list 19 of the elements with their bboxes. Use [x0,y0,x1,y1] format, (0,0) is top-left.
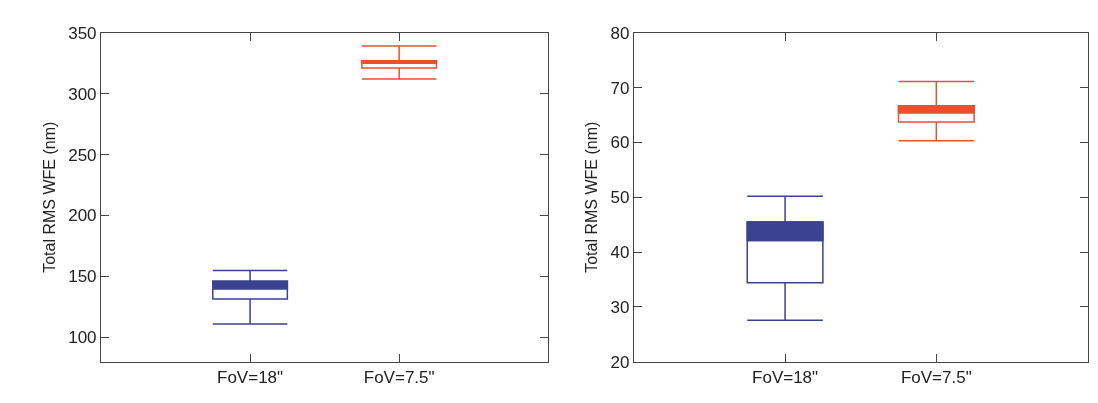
y-tick-label: 20 [610,352,630,372]
x-tick-label: FoV=18" [217,368,284,388]
y-tick-label: 100 [68,328,97,348]
y-tick-label: 30 [610,297,630,317]
y-tick-label: 60 [610,133,630,153]
x-tick-label: FoV=7.5" [900,368,972,388]
y-tick-label: 300 [68,84,97,104]
y-tick-label: 40 [610,243,630,263]
x-tick-label: FoV=18" [752,368,819,388]
y-tick-label: 80 [610,23,630,43]
y-tick-label: 350 [68,23,97,43]
y-tick-label: 250 [68,145,97,165]
y-tick-label: 50 [610,188,630,208]
y-axis-title: Total RMS WFE (nm) [583,121,601,273]
y-axis-title: Total RMS WFE (nm) [41,121,59,273]
y-tick-label: 70 [610,78,630,98]
y-tick-label: 200 [68,206,97,226]
x-tick-label: FoV=7.5" [363,368,435,388]
y-tick-label: 150 [68,267,97,287]
